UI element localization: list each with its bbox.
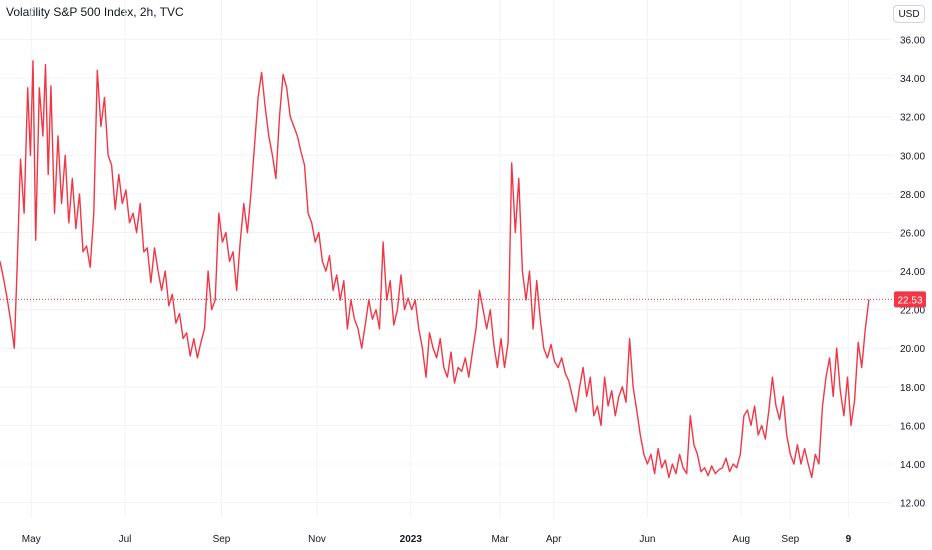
- x-tick-label: Jun: [639, 534, 655, 545]
- y-tick-label: 26.00: [900, 228, 925, 239]
- last-price-label-bg: [894, 291, 926, 308]
- x-tick-label: May: [22, 534, 41, 545]
- x-tick-label: 9: [846, 534, 852, 545]
- chart-title: Volatility S&P 500 Index, 2h, TVC: [6, 5, 184, 19]
- y-tick-label: 14.00: [900, 460, 925, 471]
- x-tick-label: Sep: [213, 534, 231, 545]
- y-tick-label: 30.00: [900, 151, 925, 162]
- x-tick-label: Aug: [732, 534, 750, 545]
- y-tick-label: 20.00: [900, 344, 925, 355]
- x-tick-label: 2023: [400, 534, 423, 545]
- x-tick-label: Sep: [781, 534, 799, 545]
- x-tick-label: Jul: [119, 534, 132, 545]
- y-tick-label: 18.00: [900, 383, 925, 394]
- x-tick-label: Apr: [546, 534, 562, 545]
- y-tick-label: 24.00: [900, 267, 925, 278]
- y-tick-label: 12.00: [900, 499, 925, 510]
- currency-button[interactable]: USD: [893, 5, 925, 23]
- y-tick-label: 16.00: [900, 421, 925, 432]
- y-tick-label: 28.00: [900, 190, 925, 201]
- series-line: [0, 60, 870, 479]
- y-tick-label: 36.00: [900, 36, 925, 47]
- y-tick-label: 34.00: [900, 74, 925, 85]
- y-tick-label: 22.00: [900, 306, 925, 317]
- y-tick-label: 32.00: [900, 113, 925, 124]
- x-tick-label: Nov: [308, 534, 326, 545]
- x-tick-label: Mar: [491, 534, 509, 545]
- last-price-label: 22.53: [897, 295, 922, 306]
